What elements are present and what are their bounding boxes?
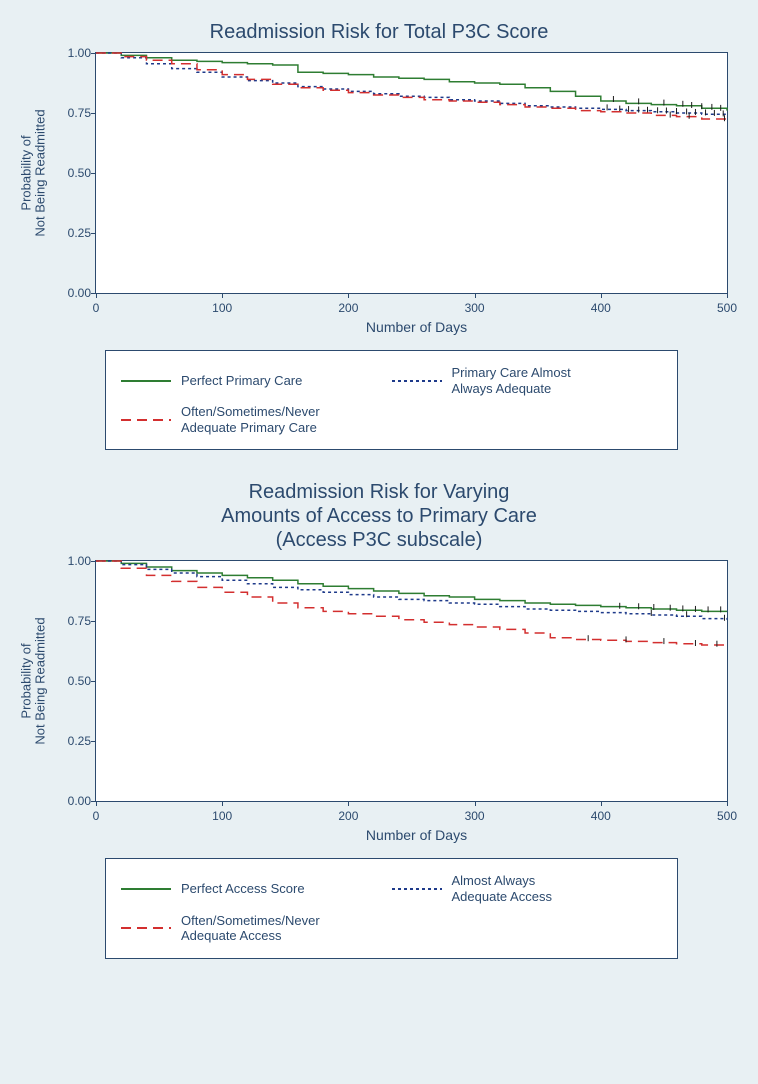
chart-0: Readmission Risk for Total P3C Score Prob…	[20, 20, 738, 450]
x-tick-mark	[601, 293, 602, 298]
figure-root: Readmission Risk for Total P3C Score Prob…	[20, 20, 738, 959]
legend-label: Perfect Primary Care	[181, 373, 302, 389]
y-axis-label: Probability ofNot Being Readmitted	[20, 73, 49, 273]
x-tick-mark	[601, 801, 602, 806]
x-tick-mark	[348, 293, 349, 298]
series-almost	[96, 53, 727, 115]
x-tick-mark	[475, 801, 476, 806]
legend-swatch	[121, 918, 171, 938]
x-tick-mark	[222, 293, 223, 298]
chart-1: Readmission Risk for VaryingAmounts of A…	[20, 480, 738, 958]
y-tick: 0.00	[51, 794, 91, 808]
x-tick: 0	[93, 809, 100, 823]
y-tick: 1.00	[51, 46, 91, 60]
y-tick: 0.75	[51, 614, 91, 628]
legend-swatch	[121, 879, 171, 899]
y-axis-label: Probability ofNot Being Readmitted	[20, 581, 49, 781]
x-tick: 200	[338, 301, 358, 315]
series-perfect	[96, 561, 727, 611]
x-tick-mark	[727, 801, 728, 806]
series-often	[96, 561, 727, 646]
x-tick-mark	[96, 801, 97, 806]
legend-label: Often/Sometimes/NeverAdequate Primary Ca…	[181, 404, 320, 435]
title-line: (Access P3C subscale)	[276, 529, 483, 551]
legend-swatch	[392, 879, 442, 899]
x-tick: 400	[591, 301, 611, 315]
y-tick: 0.50	[51, 674, 91, 688]
y-tick: 0.25	[51, 226, 91, 240]
x-tick: 300	[465, 301, 485, 315]
x-tick-mark	[96, 293, 97, 298]
km-svg	[96, 53, 727, 293]
series-almost	[96, 561, 727, 620]
x-tick: 400	[591, 809, 611, 823]
x-axis-label: Number of Days	[95, 319, 738, 335]
x-tick-mark	[727, 293, 728, 298]
x-tick: 0	[93, 301, 100, 315]
plot-area: Probability ofNot Being Readmitted0.000.…	[95, 52, 728, 294]
legend-swatch	[121, 410, 171, 430]
chart-title: Readmission Risk for VaryingAmounts of A…	[20, 480, 738, 552]
legend-item: Primary Care AlmostAlways Adequate	[392, 361, 663, 400]
x-tick-mark	[222, 801, 223, 806]
title-line: Readmission Risk for Varying	[249, 481, 510, 503]
series-perfect	[96, 53, 727, 111]
legend-item: Perfect Access Score	[121, 869, 392, 908]
x-tick: 500	[717, 301, 737, 315]
y-tick: 0.75	[51, 106, 91, 120]
legend-swatch	[392, 371, 442, 391]
y-tick: 0.50	[51, 166, 91, 180]
legend-swatch	[121, 371, 171, 391]
plot-area: Probability ofNot Being Readmitted0.000.…	[95, 560, 728, 802]
legend-item: Almost AlwaysAdequate Access	[392, 869, 663, 908]
legend: Perfect Primary Care Primary Care AlmostA…	[105, 350, 678, 450]
x-tick: 300	[465, 809, 485, 823]
chart-title: Readmission Risk for Total P3C Score	[20, 20, 738, 44]
x-axis-label: Number of Days	[95, 827, 738, 843]
legend-label: Almost AlwaysAdequate Access	[452, 873, 552, 904]
legend-label: Primary Care AlmostAlways Adequate	[452, 365, 571, 396]
legend-label: Often/Sometimes/NeverAdequate Access	[181, 913, 320, 944]
x-tick: 200	[338, 809, 358, 823]
y-tick: 0.00	[51, 286, 91, 300]
km-svg	[96, 561, 727, 801]
legend-label: Perfect Access Score	[181, 881, 305, 897]
x-tick: 100	[212, 301, 232, 315]
x-tick-mark	[475, 293, 476, 298]
title-line: Amounts of Access to Primary Care	[221, 505, 537, 527]
x-tick-mark	[348, 801, 349, 806]
x-tick: 100	[212, 809, 232, 823]
legend-item: Perfect Primary Care	[121, 361, 392, 400]
legend: Perfect Access Score Almost AlwaysAdequat…	[105, 858, 678, 958]
legend-item: Often/Sometimes/NeverAdequate Primary Ca…	[121, 400, 392, 439]
title-line: Readmission Risk for Total P3C Score	[210, 21, 549, 43]
x-tick: 500	[717, 809, 737, 823]
y-tick: 1.00	[51, 554, 91, 568]
legend-item: Often/Sometimes/NeverAdequate Access	[121, 909, 392, 948]
y-tick: 0.25	[51, 734, 91, 748]
